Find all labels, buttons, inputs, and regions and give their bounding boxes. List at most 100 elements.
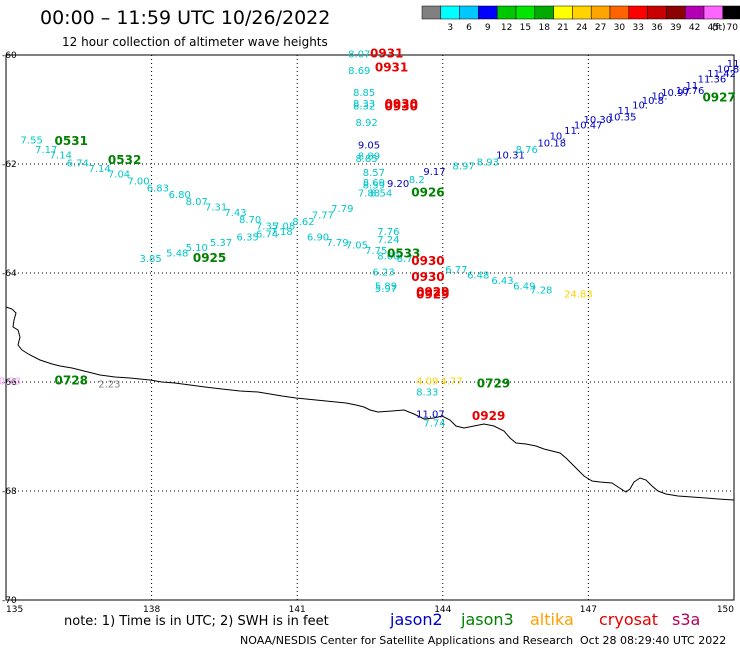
- wave-height-label: 8.89: [358, 152, 380, 163]
- wave-height-label: 8.60: [377, 251, 399, 262]
- pass-time-label: 0930: [385, 100, 418, 114]
- wave-height-label: 3.85: [139, 254, 161, 265]
- wave-height-label: 7.79: [331, 204, 353, 215]
- colorbar-unit: (ft): [712, 23, 726, 33]
- colorbar-label: 70: [726, 23, 738, 33]
- latitude-label: -70: [2, 596, 17, 606]
- wave-height-label: 7.05: [346, 240, 368, 251]
- wave-height-label: 10.: [550, 131, 566, 142]
- colorbar-label: 12: [501, 23, 512, 33]
- satellite-legend: jason2 jason3 altika cryosat s3a: [389, 610, 700, 629]
- wave-height-label: 7.24: [377, 235, 399, 246]
- colorbar-label: 39: [670, 23, 682, 33]
- wave-height-label: 10.30: [584, 115, 613, 126]
- wave-height-label: 7.18: [271, 227, 293, 238]
- wave-height-label: 6.90: [307, 232, 329, 243]
- colorbar-label: 15: [520, 23, 531, 33]
- colorbar-swatch: [666, 5, 686, 20]
- colorbar-swatch: [609, 5, 630, 20]
- colorbar-label: 42: [689, 23, 700, 33]
- credit-line: NOAA/NESDIS Center for Satellite Applica…: [240, 634, 573, 647]
- wave-height-label: 7.14: [50, 151, 72, 162]
- wave-height-label: 5.37: [210, 238, 232, 249]
- wave-height-label: 2.23: [98, 379, 120, 390]
- wave-height-label: 7.08: [273, 221, 295, 232]
- wave-height-label: 6.77: [445, 265, 467, 276]
- map-title: 00:00 – 11:59 UTC 10/26/2022: [40, 7, 330, 29]
- wave-height-label: 10.76: [676, 86, 705, 97]
- wave-height-label: 11.42: [707, 69, 736, 80]
- wave-height-label: 8.33: [353, 99, 375, 110]
- wave-height-label: 11.: [564, 126, 580, 137]
- longitude-label: 135: [6, 605, 23, 615]
- colorbar-swatch: [459, 5, 479, 20]
- colorbar-label: 27: [595, 23, 606, 33]
- colorbar-swatch: [440, 5, 460, 20]
- wave-height-label: 7.55: [21, 135, 43, 146]
- wave-height-colorbar: 3 6 9 12 15 18 21 24 27 30 33 36 39 42 45 70: [421, 5, 740, 33]
- wave-height-label: 9.20: [387, 179, 409, 190]
- colorbar-swatch: [647, 5, 667, 20]
- wave-height-label: 6.49: [513, 281, 535, 292]
- colorbar-swatch: [590, 5, 611, 20]
- wave-height-label: 10.: [632, 100, 648, 111]
- map-subtitle: 12 hour collection of altimeter wave hei…: [62, 35, 328, 49]
- map-frame: [5, 54, 735, 601]
- colorbar-label: 30: [614, 23, 626, 33]
- wave-height-label: 7.74: [423, 419, 445, 430]
- pass-time-label: 0930: [411, 270, 444, 284]
- satellite-altika-label: altika: [530, 610, 574, 629]
- pass-time-label: 0533: [387, 247, 420, 261]
- pass-time-label: 0930: [385, 97, 418, 111]
- wave-height-label: 8.69: [363, 178, 385, 189]
- wave-height-label: 6.80: [169, 190, 191, 201]
- wave-height-label: 10.8: [642, 96, 664, 107]
- wave-height-label: 10.: [651, 92, 667, 103]
- colorbar-swatch: [421, 5, 442, 20]
- wave-height-label: 8.93: [477, 158, 499, 169]
- pass-time-label: 0532: [108, 153, 141, 167]
- colorbar-label: 3: [447, 23, 453, 33]
- longitude-label: 147: [580, 605, 597, 615]
- wave-height-label: 7.31: [205, 202, 227, 213]
- wave-height-label: 10.35: [608, 112, 637, 123]
- wave-height-label: 8.54: [370, 189, 392, 200]
- pass-time-label: 0929: [472, 409, 505, 423]
- wave-height-label: 6.23: [372, 268, 394, 279]
- longitude-label: 138: [143, 605, 160, 615]
- wave-height-label: 7.04: [108, 170, 130, 181]
- colorbar-swatch: [684, 5, 705, 20]
- pass-time-label: 0930: [411, 254, 444, 268]
- satellite-s3a-label: s3a: [672, 610, 700, 629]
- colorbar-label: 18: [538, 23, 550, 33]
- wave-height-label: 10.31: [496, 151, 525, 162]
- wave-height-label: 8.57: [363, 168, 385, 179]
- wave-height-label: 8.2: [409, 175, 425, 186]
- pass-time-label: 0931: [375, 60, 408, 74]
- pass-time-label: 0926: [411, 186, 444, 200]
- wave-height-label: 7.76: [377, 227, 399, 238]
- wave-height-label: 7.00: [127, 177, 149, 188]
- latitude-label: -64: [2, 269, 17, 279]
- colorbar-swatch: [722, 5, 740, 20]
- colorbar-swatch: [628, 5, 648, 20]
- wave-height-label: 11: [685, 81, 698, 92]
- latitude-label: -62: [2, 160, 17, 170]
- wave-height-label: 5.97: [375, 284, 397, 295]
- pass-time-label: 0929: [416, 285, 449, 299]
- satellite-jason2-label: jason2: [389, 610, 443, 629]
- colorbar-swatch: [478, 5, 498, 20]
- wave-height-label: 6.43: [491, 276, 513, 287]
- wave-height-label: 8.32: [353, 102, 375, 113]
- wave-height-label: 6.83: [147, 183, 169, 194]
- wave-height-label: 9.17: [423, 167, 445, 178]
- wave-height-label: 7.88: [358, 189, 380, 200]
- wave-height-label: 8.07: [348, 50, 370, 61]
- longitude-label: 150: [717, 605, 734, 615]
- wave-height-label: 7.77: [312, 211, 334, 222]
- wave-height-label: 6.74: [256, 230, 278, 241]
- wave-height-label: 8.7: [397, 254, 413, 265]
- pass-time-label: 0929: [416, 288, 449, 302]
- wave-height-label: 10.18: [537, 139, 566, 150]
